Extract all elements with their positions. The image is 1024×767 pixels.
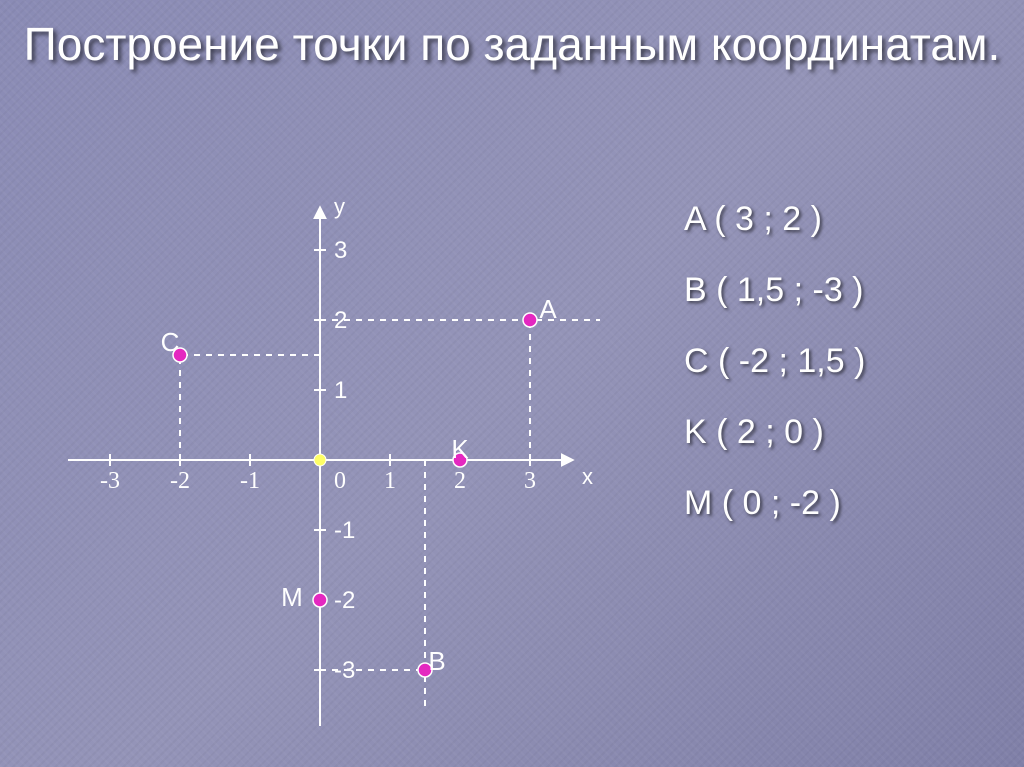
plot-point-a: [523, 313, 537, 327]
x-tick-label: -2: [170, 468, 190, 494]
y-tick-label: -3: [334, 657, 355, 684]
plot-point-label-k: K: [451, 434, 469, 464]
x-axis-label: x: [582, 464, 593, 489]
coordinate-entry: K ( 2 ; 0 ): [684, 413, 964, 452]
chart-svg: -3 -2 -1 1 2 3 -3 -2 -1 1 2 3 x y 0 A B C K M: [60, 160, 620, 740]
y-tick-label: -2: [334, 587, 355, 614]
coordinate-entry: M ( 0 ; -2 ): [684, 484, 964, 523]
x-tick-label: 1: [384, 468, 396, 494]
x-tick-label: 3: [524, 468, 536, 494]
y-tick-label: 3: [334, 237, 347, 264]
x-tick-label: -1: [240, 468, 260, 494]
coordinates-list: A ( 3 ; 2 ) B ( 1,5 ; -3 ) C ( -2 ; 1,5 ) K…: [684, 200, 964, 555]
x-tick-label: -3: [100, 468, 120, 494]
y-tick-label: -1: [334, 517, 355, 544]
page-title: Построение точки по заданным координатам…: [0, 16, 1024, 74]
plot-point-label-b: B: [428, 646, 445, 676]
y-tick-label: 2: [334, 307, 347, 334]
coordinate-entry: C ( -2 ; 1,5 ): [684, 342, 964, 381]
plot-point-label-c: C: [161, 327, 180, 357]
coordinate-chart: -3 -2 -1 1 2 3 -3 -2 -1 1 2 3 x y 0 A B C K M: [60, 160, 620, 740]
coordinate-entry: B ( 1,5 ; -3 ): [684, 271, 964, 310]
origin-label: 0: [334, 468, 346, 494]
plot-point-m: [313, 593, 327, 607]
x-tick-label: 2: [454, 468, 466, 494]
origin-dot: [314, 454, 326, 466]
plot-point-label-m: M: [281, 582, 303, 612]
coordinate-entry: A ( 3 ; 2 ): [684, 200, 964, 239]
y-axis-label: y: [334, 194, 345, 219]
y-tick-label: 1: [334, 377, 347, 404]
plot-point-label-a: A: [539, 294, 557, 324]
